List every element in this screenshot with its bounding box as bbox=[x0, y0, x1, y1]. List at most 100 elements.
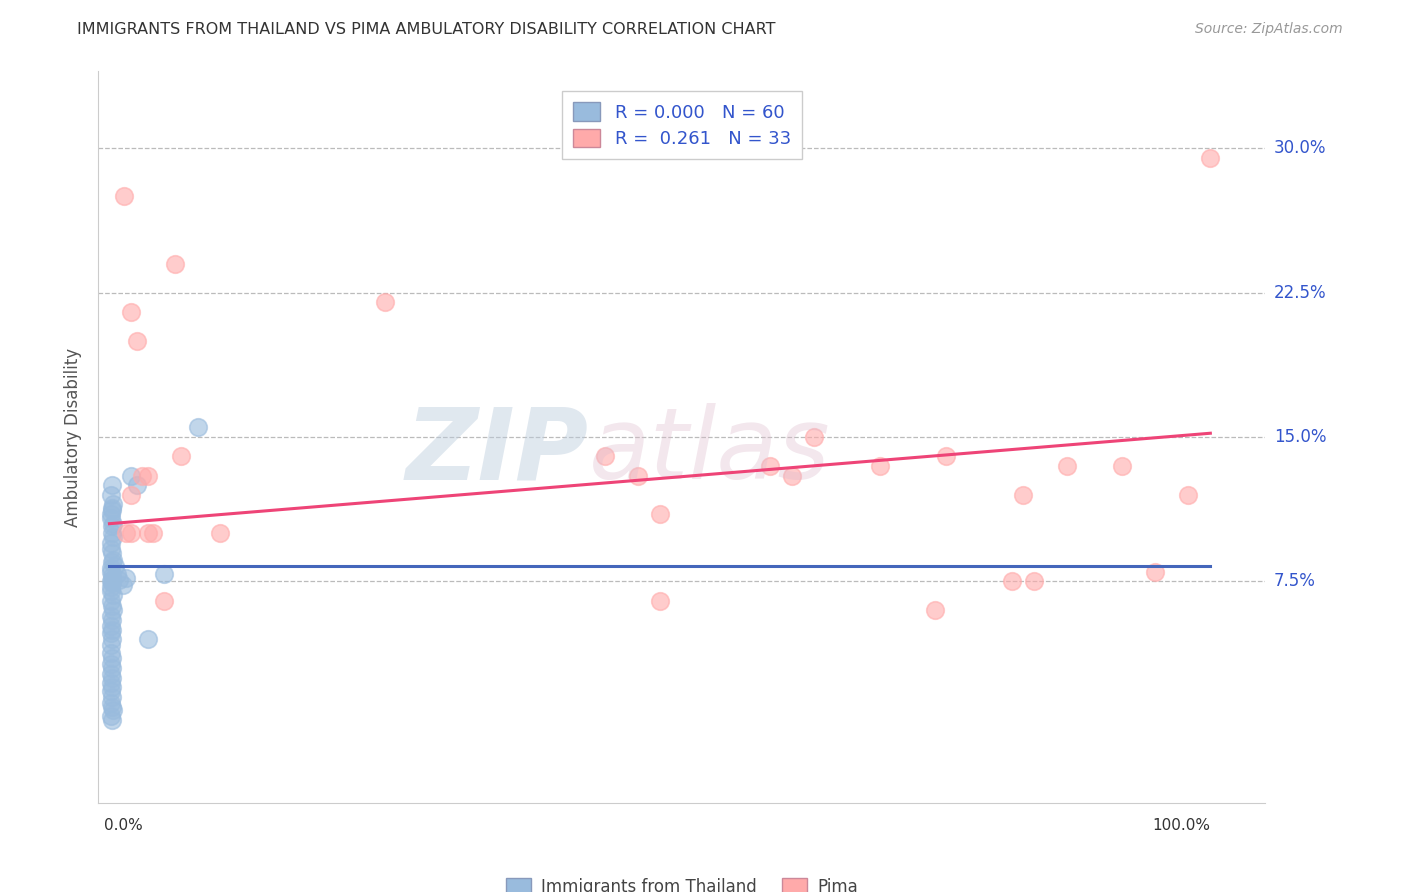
Point bbox=[803, 430, 825, 444]
Point bbox=[100, 576, 122, 591]
Point bbox=[100, 565, 122, 579]
Point bbox=[101, 703, 124, 717]
Legend: Immigrants from Thailand, Pima: Immigrants from Thailand, Pima bbox=[498, 870, 866, 892]
Point bbox=[115, 571, 138, 585]
Point bbox=[935, 450, 957, 464]
Point bbox=[100, 671, 122, 685]
Text: atlas: atlas bbox=[589, 403, 830, 500]
Point bbox=[100, 696, 122, 710]
Point bbox=[101, 530, 124, 544]
Text: 7.5%: 7.5% bbox=[1274, 573, 1316, 591]
Point bbox=[125, 478, 148, 492]
Point bbox=[100, 478, 122, 492]
Point bbox=[100, 574, 122, 589]
Point bbox=[100, 638, 122, 652]
Point bbox=[627, 468, 650, 483]
Point bbox=[100, 526, 122, 541]
Point bbox=[120, 488, 142, 502]
Point bbox=[100, 699, 122, 714]
Point bbox=[208, 526, 231, 541]
Point bbox=[100, 580, 122, 594]
Text: Source: ZipAtlas.com: Source: ZipAtlas.com bbox=[1195, 22, 1343, 37]
Point bbox=[1177, 488, 1199, 502]
Point bbox=[924, 603, 946, 617]
Point bbox=[100, 684, 122, 698]
Text: ZIP: ZIP bbox=[405, 403, 589, 500]
Point bbox=[101, 603, 124, 617]
Point bbox=[780, 468, 803, 483]
Point bbox=[100, 545, 122, 559]
Point bbox=[374, 295, 396, 310]
Point bbox=[100, 511, 122, 525]
Point bbox=[100, 541, 122, 556]
Point bbox=[100, 584, 122, 599]
Point bbox=[101, 516, 124, 531]
Point bbox=[1024, 574, 1046, 589]
Text: 30.0%: 30.0% bbox=[1274, 139, 1326, 157]
Point bbox=[100, 676, 122, 690]
Point bbox=[101, 498, 124, 512]
Point bbox=[1012, 488, 1035, 502]
Y-axis label: Ambulatory Disability: Ambulatory Disability bbox=[65, 348, 83, 526]
Point bbox=[1056, 458, 1078, 473]
Point bbox=[170, 450, 193, 464]
Text: 22.5%: 22.5% bbox=[1274, 284, 1326, 301]
Point bbox=[100, 632, 122, 647]
Point bbox=[105, 566, 128, 581]
Point bbox=[186, 420, 208, 434]
Point bbox=[101, 553, 124, 567]
Text: 15.0%: 15.0% bbox=[1274, 428, 1326, 446]
Point bbox=[100, 681, 122, 695]
Point bbox=[648, 593, 671, 607]
Point bbox=[100, 623, 122, 637]
Point bbox=[125, 334, 148, 348]
Point bbox=[648, 507, 671, 521]
Point bbox=[100, 666, 122, 681]
Point bbox=[100, 618, 122, 632]
Point bbox=[120, 526, 142, 541]
Point bbox=[100, 573, 122, 587]
Point bbox=[136, 468, 159, 483]
Point bbox=[101, 588, 124, 602]
Point bbox=[115, 526, 138, 541]
Point bbox=[112, 189, 135, 203]
Point bbox=[100, 657, 122, 672]
Point bbox=[1001, 574, 1024, 589]
Point bbox=[108, 573, 131, 587]
Point bbox=[100, 518, 122, 533]
Point bbox=[869, 458, 891, 473]
Point bbox=[593, 450, 616, 464]
Point bbox=[100, 568, 122, 582]
Point bbox=[100, 507, 122, 521]
Point bbox=[153, 593, 176, 607]
Text: IMMIGRANTS FROM THAILAND VS PIMA AMBULATORY DISABILITY CORRELATION CHART: IMMIGRANTS FROM THAILAND VS PIMA AMBULAT… bbox=[77, 22, 776, 37]
Point bbox=[153, 566, 176, 581]
Point bbox=[100, 593, 122, 607]
Point bbox=[100, 713, 122, 727]
Point bbox=[100, 488, 122, 502]
Point bbox=[1111, 458, 1133, 473]
Point bbox=[1144, 565, 1167, 579]
Point bbox=[100, 503, 122, 517]
Point bbox=[120, 305, 142, 319]
Point bbox=[142, 526, 165, 541]
Point bbox=[100, 709, 122, 723]
Point bbox=[165, 257, 187, 271]
Point bbox=[100, 626, 122, 640]
Point bbox=[136, 526, 159, 541]
Text: 0.0%: 0.0% bbox=[104, 818, 142, 833]
Point bbox=[100, 536, 122, 550]
Point bbox=[131, 468, 153, 483]
Point bbox=[136, 632, 159, 647]
Point bbox=[100, 599, 122, 614]
Point bbox=[100, 690, 122, 704]
Point bbox=[759, 458, 782, 473]
Point bbox=[100, 646, 122, 660]
Point bbox=[100, 651, 122, 665]
Point bbox=[100, 613, 122, 627]
Point bbox=[120, 468, 142, 483]
Text: 100.0%: 100.0% bbox=[1153, 818, 1211, 833]
Point bbox=[104, 559, 127, 574]
Point bbox=[100, 501, 122, 516]
Point bbox=[111, 578, 134, 592]
